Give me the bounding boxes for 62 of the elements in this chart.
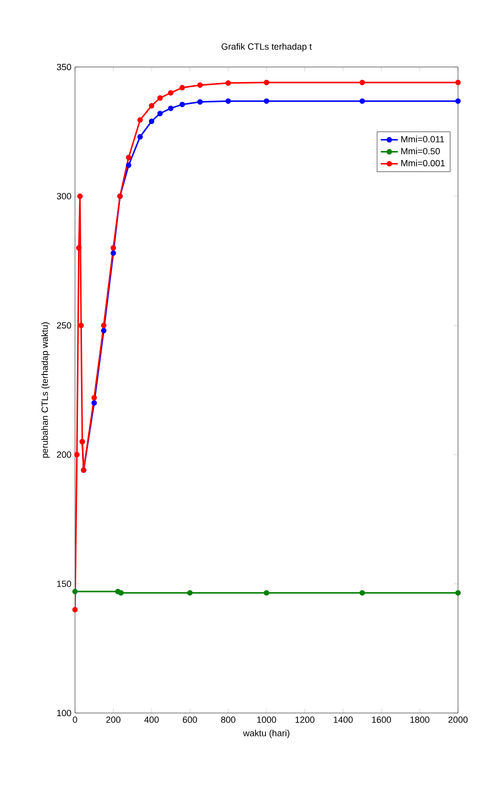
point — [74, 452, 80, 458]
point — [187, 590, 193, 596]
y-axis-title: perubahan CTLs (terhadap waktu) — [41, 322, 50, 458]
x-axis-title: waktu (hari) — [243, 730, 290, 738]
point — [455, 98, 461, 104]
point — [225, 98, 231, 104]
point — [126, 154, 132, 160]
point — [264, 590, 270, 596]
y-tick-label: 250 — [56, 322, 72, 329]
point — [455, 590, 461, 596]
point — [360, 98, 365, 104]
chart-title: Grafik CTLs terhadap t — [222, 43, 312, 52]
point — [72, 588, 78, 594]
point — [72, 606, 78, 612]
x-tick-label: 2000 — [448, 716, 468, 723]
point — [77, 193, 83, 199]
x-tick-label: 400 — [144, 716, 159, 723]
y-tick-label: 200 — [56, 451, 72, 458]
point — [180, 102, 185, 108]
x-tick-label: 200 — [106, 716, 120, 723]
point — [100, 328, 106, 334]
point — [148, 103, 154, 108]
point — [137, 134, 143, 140]
x-tick-label: 0 — [72, 716, 78, 723]
point — [197, 99, 203, 105]
x-tick-label: 1400 — [334, 716, 353, 723]
point — [110, 250, 116, 256]
point — [78, 322, 84, 328]
x-tick-label: 600 — [182, 716, 198, 723]
point — [360, 80, 365, 86]
point — [168, 106, 174, 112]
x-tick-label: 1200 — [296, 716, 314, 723]
point — [118, 590, 124, 596]
point — [197, 82, 203, 88]
point — [264, 98, 270, 104]
x-tick-label: 800 — [221, 716, 236, 723]
x-tick-label: 1600 — [372, 716, 392, 723]
y-tick-label: 350 — [56, 64, 72, 70]
legend-label: Mmi=0.50 — [401, 148, 440, 154]
legend-label: Mmi=0.001 — [401, 160, 445, 166]
x-tick-label: 1800 — [410, 716, 430, 723]
point — [91, 395, 97, 400]
point — [168, 90, 174, 96]
point — [360, 590, 365, 596]
point — [180, 84, 185, 90]
point — [91, 400, 97, 406]
point — [126, 162, 132, 168]
point — [157, 95, 163, 101]
point — [76, 245, 82, 251]
y-tick-label: 300 — [56, 193, 72, 200]
point — [455, 80, 461, 86]
point — [137, 117, 143, 123]
y-tick-label: 150 — [57, 580, 72, 587]
legend-label: Mmi=0.011 — [401, 136, 444, 142]
point — [110, 245, 116, 251]
point — [264, 80, 270, 86]
point — [148, 118, 154, 124]
y-tick-label: 100 — [57, 710, 72, 716]
point — [157, 110, 163, 116]
x-tick-label: 1000 — [257, 716, 276, 723]
point — [100, 322, 106, 328]
point — [225, 80, 231, 86]
